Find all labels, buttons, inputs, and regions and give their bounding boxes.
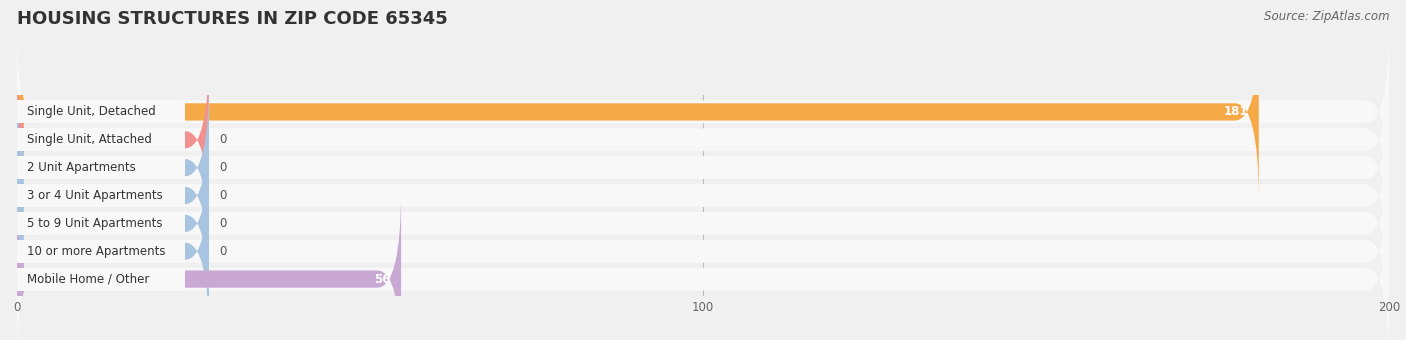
FancyBboxPatch shape — [17, 135, 209, 312]
Text: Single Unit, Attached: Single Unit, Attached — [27, 133, 152, 146]
FancyBboxPatch shape — [17, 129, 186, 151]
FancyBboxPatch shape — [17, 184, 186, 207]
Text: 0: 0 — [219, 133, 226, 146]
FancyBboxPatch shape — [17, 23, 1258, 201]
FancyBboxPatch shape — [17, 162, 209, 340]
FancyBboxPatch shape — [17, 107, 209, 284]
Text: 5 to 9 Unit Apartments: 5 to 9 Unit Apartments — [27, 217, 163, 230]
FancyBboxPatch shape — [17, 193, 1389, 340]
Text: 2 Unit Apartments: 2 Unit Apartments — [27, 161, 136, 174]
Text: Single Unit, Detached: Single Unit, Detached — [27, 105, 156, 118]
FancyBboxPatch shape — [17, 268, 186, 290]
FancyBboxPatch shape — [17, 156, 186, 179]
Text: HOUSING STRUCTURES IN ZIP CODE 65345: HOUSING STRUCTURES IN ZIP CODE 65345 — [17, 10, 447, 28]
Text: 0: 0 — [219, 245, 226, 258]
FancyBboxPatch shape — [17, 165, 1389, 337]
FancyBboxPatch shape — [17, 79, 209, 256]
Text: 0: 0 — [219, 161, 226, 174]
FancyBboxPatch shape — [17, 109, 1389, 282]
FancyBboxPatch shape — [17, 240, 186, 262]
Text: 3 or 4 Unit Apartments: 3 or 4 Unit Apartments — [27, 189, 163, 202]
Text: Source: ZipAtlas.com: Source: ZipAtlas.com — [1264, 10, 1389, 23]
Text: 0: 0 — [219, 189, 226, 202]
Text: 56: 56 — [374, 273, 391, 286]
Text: 10 or more Apartments: 10 or more Apartments — [27, 245, 166, 258]
FancyBboxPatch shape — [17, 82, 1389, 254]
FancyBboxPatch shape — [17, 190, 401, 340]
Text: 181: 181 — [1225, 105, 1249, 118]
Text: Mobile Home / Other: Mobile Home / Other — [27, 273, 149, 286]
Text: 0: 0 — [219, 217, 226, 230]
FancyBboxPatch shape — [17, 54, 1389, 226]
FancyBboxPatch shape — [17, 51, 209, 229]
FancyBboxPatch shape — [17, 212, 186, 235]
FancyBboxPatch shape — [17, 137, 1389, 309]
FancyBboxPatch shape — [17, 101, 186, 123]
FancyBboxPatch shape — [17, 26, 1389, 198]
